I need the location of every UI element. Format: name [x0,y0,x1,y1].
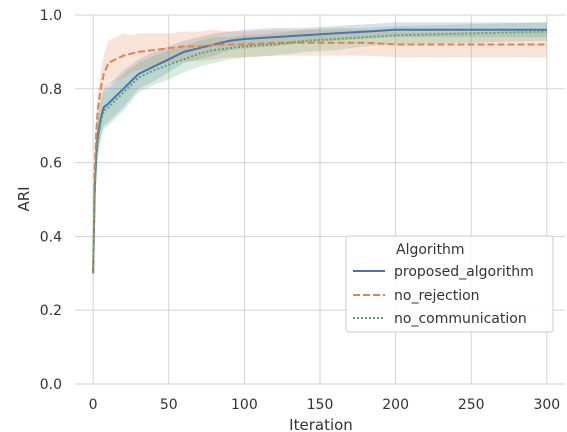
y-tick-label: 0.8 [40,82,62,98]
x-axis-ticks: 0 50 100 150 200 250 300 [89,397,561,413]
line-no-communication [92,30,547,274]
legend-box [345,235,554,333]
legend-label-no-communication: no_communication [394,311,527,327]
x-tick-label: 250 [458,397,485,413]
confidence-bands [93,22,547,285]
legend: Algorithm proposed_algorithm no_rejectio… [345,235,554,333]
y-tick-label: 0.6 [40,156,62,172]
y-axis-title: ARI [15,186,33,211]
y-axis-ticks: 0.0 0.2 0.4 0.6 0.8 1.0 [40,8,62,393]
legend-title: Algorithm [396,242,465,258]
y-tick-label: 0.4 [40,229,62,245]
y-tick-label: 0.0 [40,377,62,393]
legend-label-no-rejection: no_rejection [394,288,480,304]
line-proposed-algorithm [92,28,547,274]
band-no-rejection [93,29,547,281]
x-tick-label: 200 [382,397,409,413]
x-tick-label: 50 [160,397,178,413]
x-tick-label: 0 [89,397,98,413]
y-tick-label: 1.0 [40,8,62,24]
x-tick-label: 100 [231,397,258,413]
x-tick-label: 300 [533,397,560,413]
y-tick-label: 0.2 [40,303,62,319]
x-tick-label: 150 [307,397,334,413]
x-axis-title: Iteration [289,416,353,432]
legend-label-proposed-algorithm: proposed_algorithm [394,264,534,280]
line-no-rejection [92,41,547,270]
series-lines [92,28,547,274]
